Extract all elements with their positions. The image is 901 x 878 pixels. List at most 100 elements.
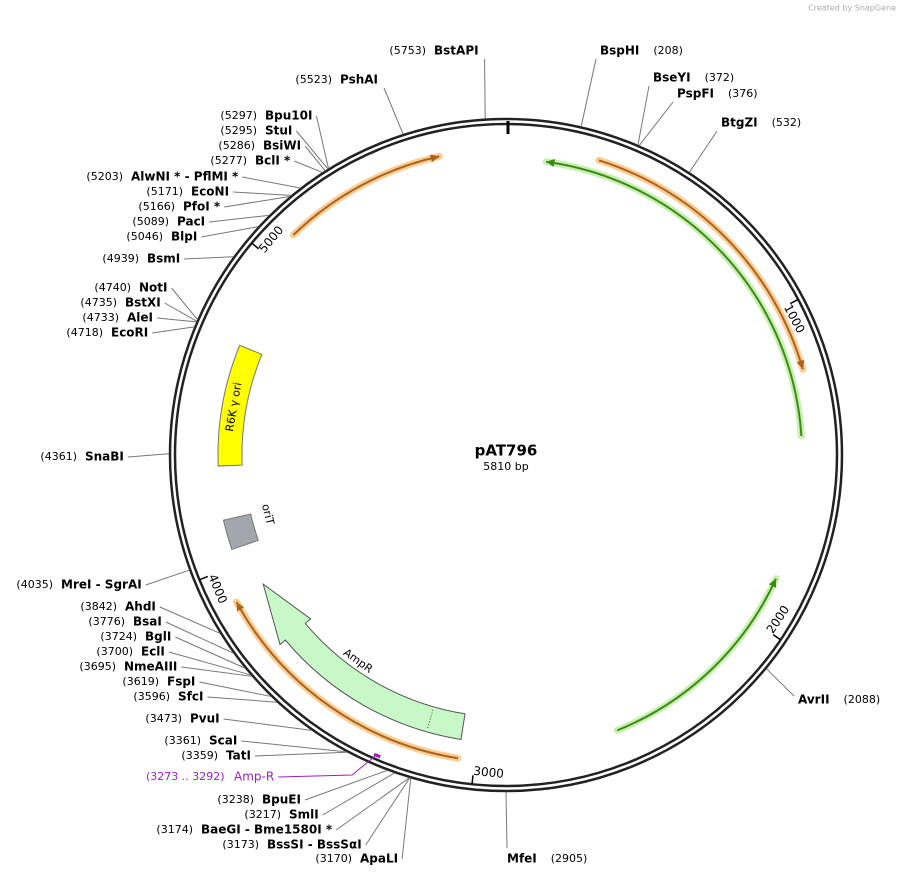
site-leader: [315, 115, 329, 169]
site-name: MreI - SgrAI: [61, 578, 142, 592]
site-leader: [304, 145, 326, 171]
site-position: (4740): [94, 281, 131, 294]
feature-arc: [292, 155, 440, 236]
site-name: PspFI: [677, 87, 714, 101]
site-name: BpuEI: [262, 793, 301, 807]
ring-tick: [251, 242, 260, 250]
site-position: (372): [705, 71, 735, 84]
site-name: StuI: [265, 124, 292, 138]
feature-arc: [598, 159, 804, 370]
feature-halo: [595, 156, 807, 373]
site-name: EcoRI: [111, 326, 148, 340]
ampr-dots: [426, 709, 434, 730]
site-leader: [181, 666, 252, 677]
site-name: BsmI: [147, 252, 180, 266]
site-leader: [156, 317, 197, 323]
site-leader: [184, 256, 234, 260]
site-leader: [294, 160, 323, 173]
site-position: (3359): [181, 749, 218, 762]
watermark: Created by SnapGene: [808, 4, 896, 13]
site-position: (3361): [164, 734, 201, 747]
site-position: (376): [728, 87, 758, 100]
ring-tick-label: 5000: [256, 223, 286, 255]
site-position: (4939): [102, 252, 139, 265]
site-leader: [383, 87, 404, 135]
site-name: BsiWI: [263, 139, 301, 153]
site-position: (3700): [96, 645, 133, 658]
site-leader: [159, 606, 221, 634]
feature-label: oriT: [259, 503, 277, 527]
site-leader: [505, 791, 508, 849]
site-position: (4035): [16, 578, 53, 591]
site-leader: [254, 751, 348, 757]
site-leader: [223, 718, 312, 731]
site-name: BseYI: [653, 71, 691, 85]
site-position: (5753): [389, 44, 426, 57]
feature-orit: [222, 513, 259, 551]
site-leader: [296, 130, 329, 170]
plasmid-size: 5810 bp: [483, 460, 528, 473]
ring-tick-label: 2000: [764, 603, 793, 636]
site-leader: [168, 651, 251, 676]
site-name: BspHI: [600, 44, 639, 58]
site-position: (3238): [217, 793, 254, 806]
site-position: (5089): [132, 215, 169, 228]
feature-halo: [289, 152, 443, 239]
site-name: AlwNI * - PflMI *: [131, 170, 239, 184]
site-name: ApaLI: [360, 852, 398, 866]
site-name: BlpI: [171, 230, 197, 244]
site-position: (3842): [80, 600, 117, 613]
site-leader: [580, 58, 597, 127]
feature-halo: [613, 575, 780, 734]
site-name: EcoNI: [191, 185, 229, 199]
site-name: BaeGI - Bme1580I *: [201, 823, 333, 837]
site-position: (4733): [82, 311, 119, 324]
site-leader: [207, 696, 277, 703]
site-name: EclI: [141, 645, 165, 659]
site-position: (5523): [295, 73, 332, 86]
site-position: (4361): [40, 450, 77, 463]
site-leader: [638, 101, 674, 146]
site-name: BclI *: [255, 154, 291, 168]
site-position: (532): [772, 116, 802, 129]
site-position: (3596): [133, 690, 170, 703]
ring-tick: [789, 298, 799, 305]
plasmid-name: pAT796: [475, 442, 538, 460]
site-leader: [152, 326, 195, 334]
site-name: NmeAIII: [124, 660, 177, 674]
feature-ampr: [262, 582, 466, 741]
site-position: (5286): [218, 139, 255, 152]
site-leader: [484, 58, 486, 119]
site-name: BssSI - BssSαI: [267, 838, 362, 852]
backbone-outer: [168, 117, 844, 793]
site-name: SnaBI: [85, 450, 124, 464]
site-leader: [165, 621, 234, 654]
ring-tick: [772, 634, 782, 641]
backbone-inner: [173, 122, 839, 788]
site-position: (3776): [88, 615, 125, 628]
site-position: (3473): [145, 712, 182, 725]
site-name: NotI: [139, 281, 168, 295]
site-position: (5166): [138, 200, 175, 213]
site-leader: [127, 453, 170, 458]
site-position: (5297): [220, 109, 257, 122]
site-leader: [322, 772, 395, 816]
site-leader: [209, 214, 270, 223]
site-name: FspI: [167, 675, 195, 689]
site-leader: [241, 740, 347, 753]
site-leader: [766, 668, 795, 697]
site-position: (3217): [244, 808, 281, 821]
primer-leader: [278, 753, 379, 778]
site-name: BstAPI: [434, 44, 479, 58]
site-position: (5295): [220, 124, 257, 137]
site-name: AvrII: [798, 693, 830, 707]
ring-tick: [471, 775, 474, 785]
site-position: (3695): [79, 660, 116, 673]
site-name: SfcI: [178, 690, 203, 704]
site-name: PvuI: [190, 712, 220, 726]
feature-arrowhead: [768, 578, 777, 588]
feature-arc: [235, 601, 459, 760]
site-name: Bpu10I: [265, 109, 312, 123]
site-name: BtgZI: [721, 116, 758, 130]
